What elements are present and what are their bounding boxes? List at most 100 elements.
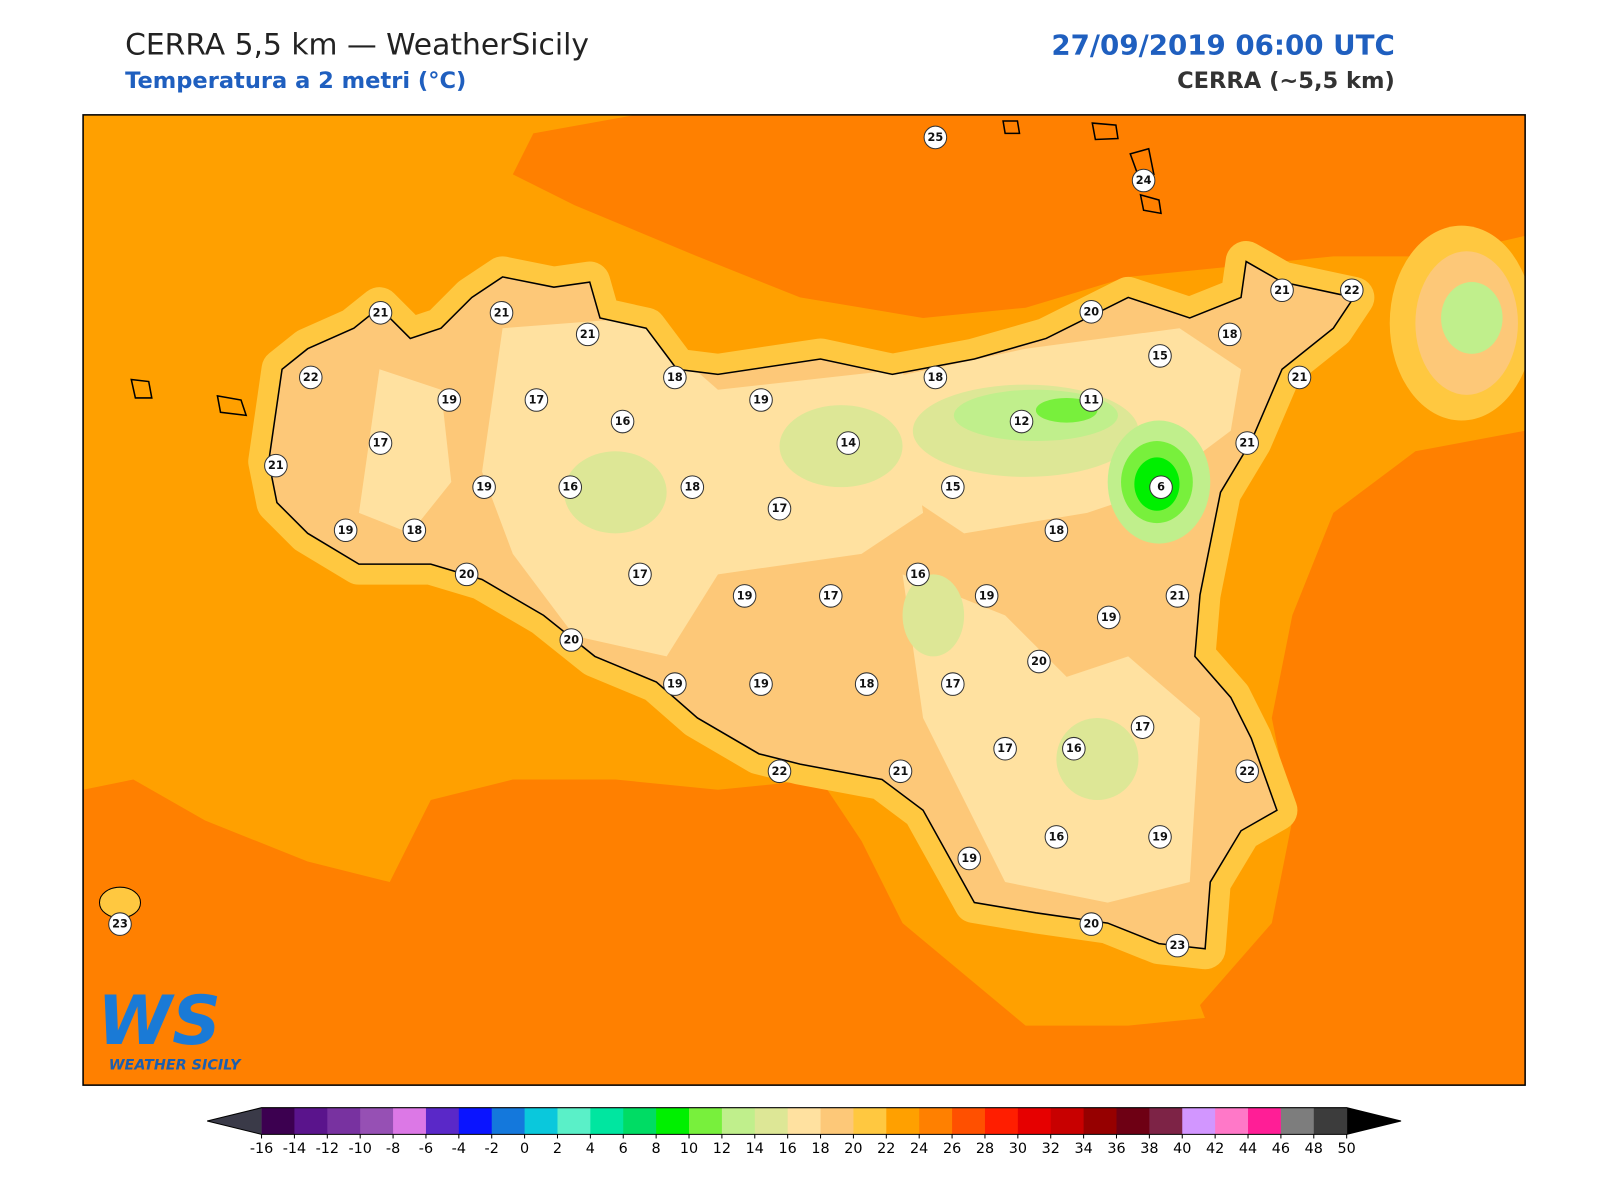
station-value: 21 xyxy=(373,306,389,319)
station: 19 xyxy=(333,518,358,543)
station: 22 xyxy=(767,759,792,784)
station: 17 xyxy=(767,496,792,521)
station-value: 18 xyxy=(928,371,944,384)
station-marker xyxy=(1079,912,1104,936)
colorbar-segment xyxy=(984,1107,1019,1135)
station-marker xyxy=(1096,605,1121,630)
station: 21 xyxy=(1270,278,1294,303)
station-marker xyxy=(993,736,1017,761)
station-value: 17 xyxy=(1135,721,1151,734)
station-value: 19 xyxy=(476,481,492,494)
station-value: 19 xyxy=(1152,830,1168,843)
colorbar-tick-label: 18 xyxy=(811,1141,829,1157)
colorbar-tick-label: -6 xyxy=(419,1141,433,1157)
colorbar-tick-label: 12 xyxy=(713,1141,731,1157)
colorbar-tick-label: 46 xyxy=(1272,1141,1290,1157)
station-marker xyxy=(836,431,860,455)
station: 23 xyxy=(108,912,132,936)
station-value: 19 xyxy=(338,524,354,537)
colorbar-segment xyxy=(754,1107,789,1135)
colorbar-tick-label: 24 xyxy=(910,1141,928,1157)
colorbar-tick-label: 36 xyxy=(1107,1141,1125,1157)
station-marker xyxy=(957,846,982,871)
station: 20 xyxy=(1079,912,1104,936)
station: 21 xyxy=(368,301,393,325)
station: 20 xyxy=(454,562,479,587)
colorbar-segment xyxy=(853,1107,887,1135)
colorbar-tick-label: -14 xyxy=(283,1141,306,1157)
colorbar: -16 -14 -12 -10 -8 -6 -4 -2 0 2 4 6 8 10 12 14 16 18 20 22 2… xyxy=(207,1107,1402,1157)
station: 19 xyxy=(749,672,773,696)
station: 18 xyxy=(1217,322,1242,347)
station: 19 xyxy=(957,846,982,871)
sea-warm xyxy=(512,114,1526,318)
colorbar-tick-label: -16 xyxy=(250,1141,273,1157)
station-value: 19 xyxy=(441,394,457,407)
stations: 25 24 21 21 21 20 21 22 18 22 19 17 18 19 18 15 21 16 12 11… xyxy=(108,125,1364,958)
station: 24 xyxy=(1131,168,1156,193)
colorbar-tick-label: 48 xyxy=(1305,1141,1323,1157)
station: 16 xyxy=(610,409,635,434)
station-marker xyxy=(333,518,358,543)
colorbar-segment xyxy=(491,1107,526,1135)
station-marker xyxy=(1148,825,1172,849)
colorbar-segment xyxy=(1280,1107,1315,1135)
colorbar-segment xyxy=(261,1107,295,1135)
datetime: 27/09/2019 06:00 UTC xyxy=(1051,28,1394,61)
station-value: 19 xyxy=(961,852,977,865)
station-marker xyxy=(1044,825,1069,849)
station-marker xyxy=(454,562,479,587)
station: 18 xyxy=(680,475,705,499)
station-marker xyxy=(1339,278,1364,303)
colorbar-tick-label: 44 xyxy=(1239,1141,1257,1157)
station-value: 25 xyxy=(928,131,944,144)
station-marker xyxy=(818,584,843,608)
station: 6 xyxy=(1149,475,1173,499)
station: 12 xyxy=(1009,409,1034,434)
station-marker xyxy=(663,365,687,390)
station-marker xyxy=(749,672,773,696)
colorbar-segment xyxy=(787,1107,822,1135)
logo-mark: WS xyxy=(97,981,220,1060)
station: 19 xyxy=(1096,605,1121,630)
station-value: 11 xyxy=(1083,394,1099,407)
colorbar-tick-label: -10 xyxy=(348,1141,371,1157)
station: 17 xyxy=(993,736,1017,761)
station-value: 17 xyxy=(529,394,545,407)
colorbar-tick-label: 10 xyxy=(680,1141,698,1157)
station-marker xyxy=(628,562,652,587)
station: 20 xyxy=(559,628,584,652)
colorbar-segment xyxy=(1083,1107,1118,1135)
colorbar-tick-label: 4 xyxy=(586,1141,595,1157)
station-value: 14 xyxy=(840,437,856,450)
station-value: 18 xyxy=(859,678,875,691)
colorbar-segment xyxy=(1182,1107,1216,1135)
colorbar-under xyxy=(207,1107,262,1135)
station-marker xyxy=(1270,278,1294,303)
station-value: 19 xyxy=(979,589,995,602)
logo: WS WEATHER SICILY xyxy=(97,981,242,1074)
station-marker xyxy=(108,912,132,936)
station-value: 21 xyxy=(893,765,909,778)
map-frame xyxy=(82,114,1526,1086)
station-marker xyxy=(489,301,514,325)
station-marker xyxy=(1217,322,1242,347)
station: 19 xyxy=(663,672,687,696)
logo-text: WEATHER SICILY xyxy=(109,1058,242,1074)
station-value: 17 xyxy=(945,678,961,691)
station: 21 xyxy=(1287,365,1312,390)
station-value: 21 xyxy=(1274,284,1290,297)
colorbar-tick-label: 6 xyxy=(619,1141,628,1157)
colorbar-tick-label: 0 xyxy=(520,1141,529,1157)
station-marker xyxy=(575,322,600,347)
station-marker xyxy=(1149,475,1173,499)
station-value: 16 xyxy=(910,568,926,581)
land-calabria xyxy=(1441,282,1503,354)
station-marker xyxy=(923,365,948,390)
colorbar-over xyxy=(1346,1107,1402,1135)
colorbar-tick-label: 34 xyxy=(1074,1141,1092,1157)
station: 20 xyxy=(1027,649,1051,674)
station-marker xyxy=(264,453,288,478)
station-value: 18 xyxy=(1222,328,1238,341)
